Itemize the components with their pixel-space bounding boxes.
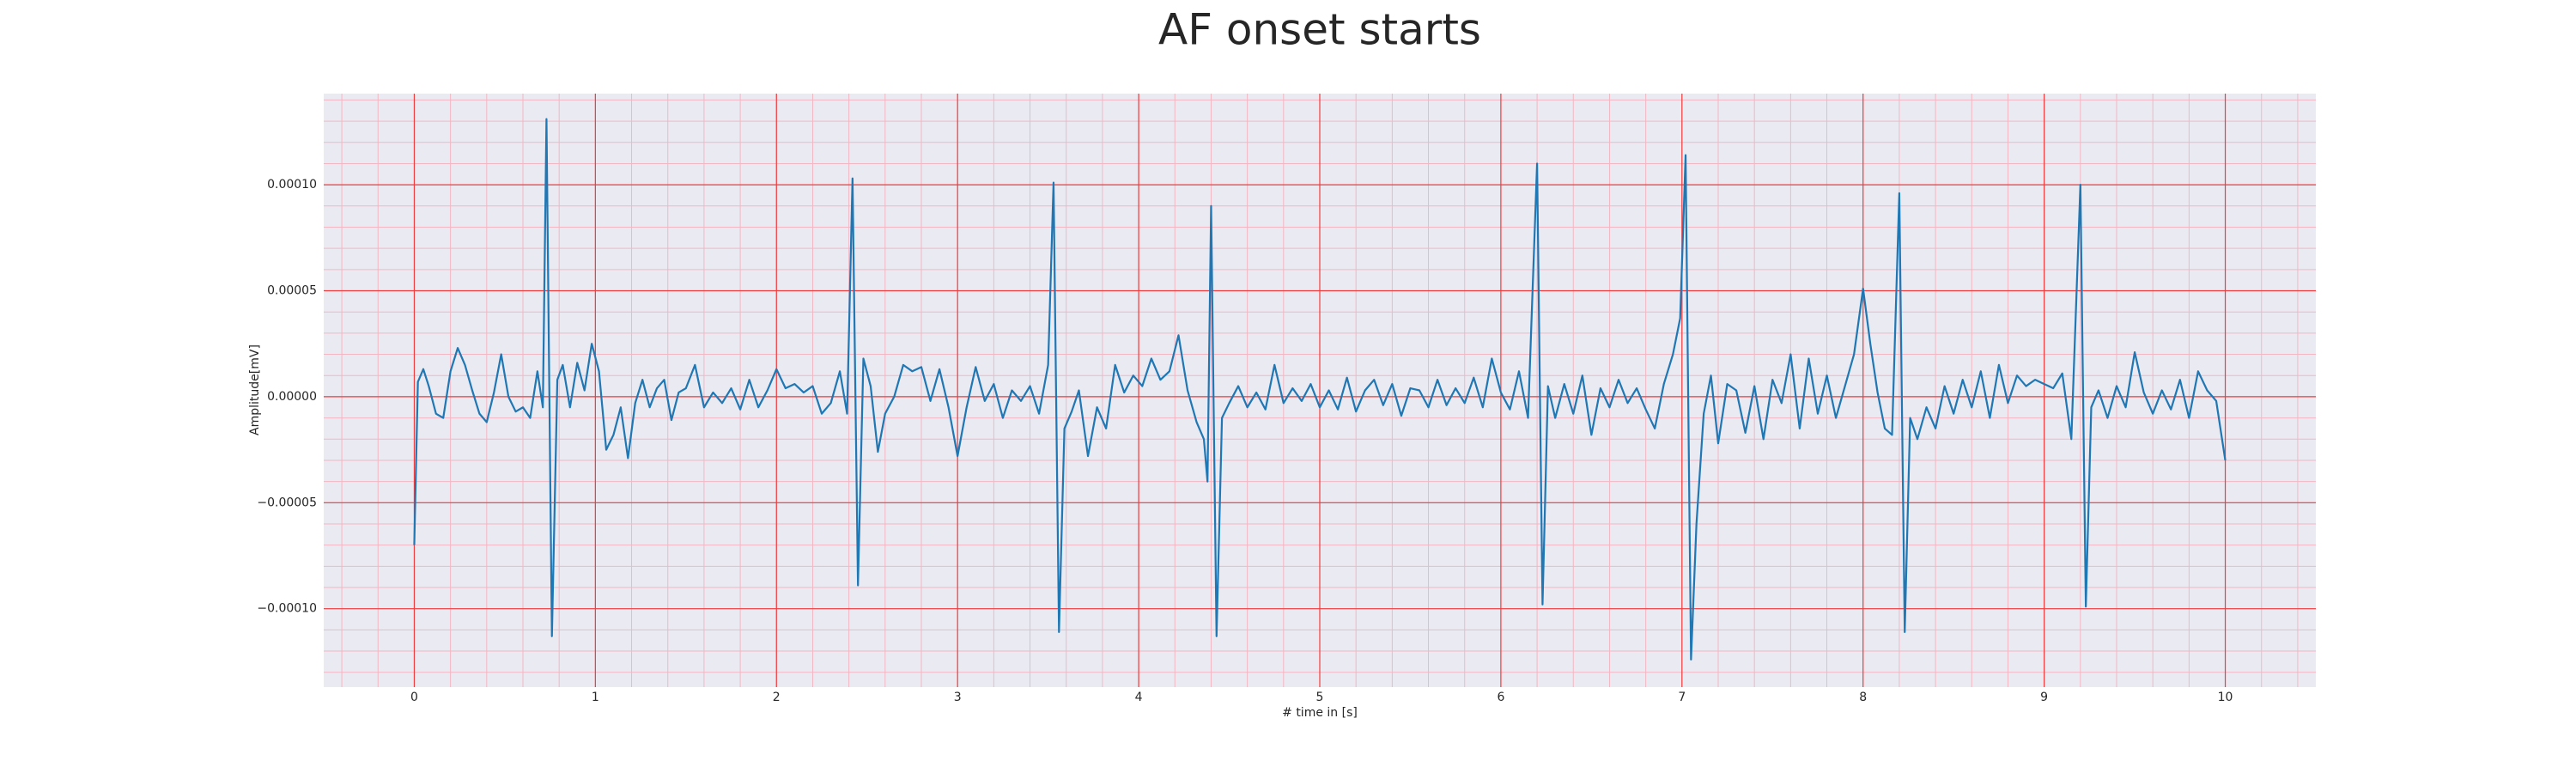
x-tick-label: 1 bbox=[592, 691, 599, 704]
x-tick-label: 7 bbox=[1678, 691, 1686, 704]
x-axis-label: # time in [s] bbox=[1282, 706, 1358, 720]
x-tick-label: 8 bbox=[1859, 691, 1867, 704]
x-tick-label: 10 bbox=[2218, 691, 2233, 704]
x-tick-label: 9 bbox=[2040, 691, 2048, 704]
y-tick-label: 0.00005 bbox=[267, 284, 317, 298]
x-tick-label: 0 bbox=[410, 691, 418, 704]
y-tick-label: 0.00000 bbox=[267, 390, 317, 404]
signal-line bbox=[413, 118, 2227, 661]
y-tick-label: 0.00010 bbox=[267, 178, 317, 192]
x-tick-label: 5 bbox=[1316, 691, 1324, 704]
chart-title: AF onset starts bbox=[1158, 5, 1481, 55]
y-axis-label: Amplitude[mV] bbox=[248, 344, 262, 435]
x-tick-label: 2 bbox=[773, 691, 781, 704]
x-tick-label: 4 bbox=[1135, 691, 1143, 704]
y-tick-label: −0.00005 bbox=[257, 496, 317, 509]
y-tick-label: −0.00010 bbox=[257, 602, 317, 616]
x-tick-label: 3 bbox=[954, 691, 962, 704]
x-tick-label: 6 bbox=[1497, 691, 1504, 704]
